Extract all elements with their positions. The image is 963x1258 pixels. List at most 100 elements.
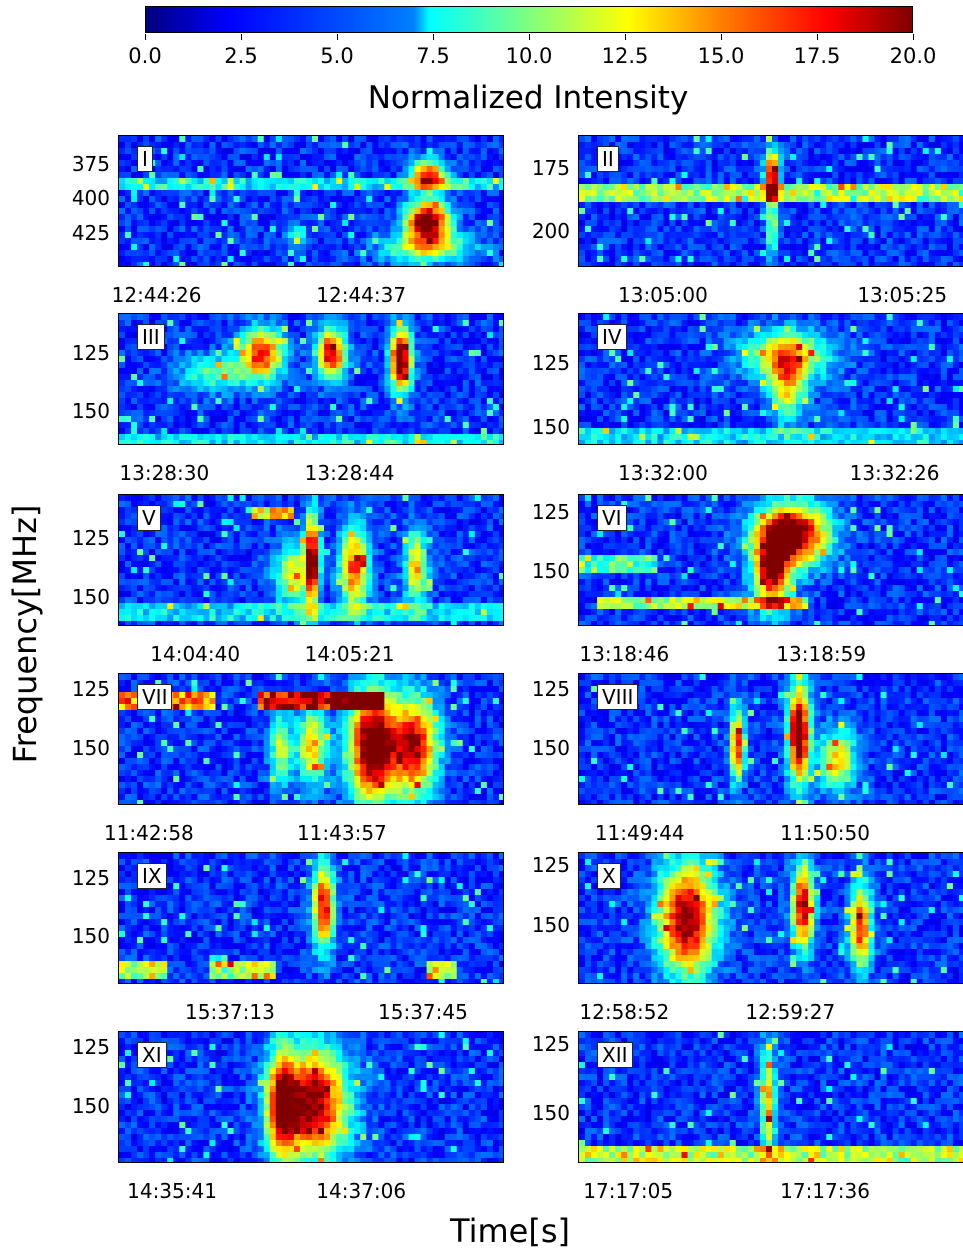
colorbar-tick-label: 5.0 bbox=[320, 44, 354, 68]
colorbar bbox=[145, 6, 913, 33]
colorbar-label: Normalized Intensity bbox=[367, 80, 689, 116]
spectrogram-image bbox=[119, 853, 503, 983]
y-tick-label: 125 bbox=[71, 1034, 110, 1059]
y-tick-label: 125 bbox=[71, 525, 110, 550]
y-tick-label: 150 bbox=[71, 736, 110, 761]
panel-label: VII bbox=[137, 684, 173, 710]
spectrogram-image bbox=[579, 674, 963, 804]
panel-label: X bbox=[597, 863, 621, 889]
panel-label: IV bbox=[597, 324, 627, 350]
spectrogram-panel-i: I bbox=[118, 135, 504, 267]
spectrogram-panel-xi: XI bbox=[118, 1031, 504, 1163]
panel-label: XII bbox=[597, 1042, 633, 1068]
x-tick-label: 11:50:50 bbox=[780, 821, 870, 845]
spectrogram-image bbox=[579, 1032, 963, 1162]
panel-label: XI bbox=[137, 1042, 167, 1068]
colorbar-tick-label: 12.5 bbox=[601, 44, 649, 68]
y-tick-label: 150 bbox=[531, 414, 570, 439]
colorbar-tick-label: 0.0 bbox=[128, 44, 162, 68]
panel-label: VI bbox=[597, 505, 627, 531]
colorbar-tick-label: 17.5 bbox=[793, 44, 841, 68]
y-tick-label: 125 bbox=[71, 676, 110, 701]
y-tick-label: 175 bbox=[531, 156, 570, 180]
colorbar-tick-mark bbox=[817, 34, 818, 40]
x-tick-label: 13:18:46 bbox=[579, 642, 670, 666]
y-tick-label: 150 bbox=[531, 558, 570, 583]
y-tick-label: 150 bbox=[71, 398, 110, 423]
x-axis-label: Time[s] bbox=[450, 1212, 570, 1250]
colorbar-tick-label: 7.5 bbox=[416, 44, 450, 68]
y-tick-label: 375 bbox=[71, 152, 110, 177]
spectrogram-image bbox=[579, 853, 963, 983]
spectrogram-panel-vii: VII bbox=[118, 673, 504, 805]
x-tick-label: 13:32:00 bbox=[617, 461, 708, 485]
spectrogram-image bbox=[119, 495, 503, 625]
y-tick-label: 125 bbox=[71, 340, 110, 365]
y-tick-label: 125 bbox=[71, 866, 110, 891]
spectrogram-panel-viii: VIII bbox=[578, 673, 963, 805]
spectrogram-panel-v: V bbox=[118, 494, 504, 626]
spectrogram-image bbox=[579, 314, 963, 444]
spectrogram-panel-x: X bbox=[578, 852, 963, 984]
y-tick-label: 150 bbox=[531, 736, 570, 761]
x-tick-label: 11:49:44 bbox=[594, 821, 685, 845]
panel-label: IX bbox=[137, 863, 167, 889]
y-tick-label: 125 bbox=[531, 351, 570, 376]
spectrogram-panel-ix: IX bbox=[118, 852, 504, 984]
colorbar-tick-mark bbox=[145, 34, 146, 40]
colorbar-tick-label: 2.5 bbox=[224, 44, 258, 68]
x-tick-label: 12:44:26 bbox=[111, 283, 202, 307]
y-tick-label: 400 bbox=[71, 186, 110, 211]
x-tick-label: 14:05:21 bbox=[304, 642, 395, 666]
x-tick-label: 15:37:45 bbox=[378, 1000, 468, 1024]
spectrogram-image bbox=[119, 136, 503, 266]
colorbar-tick-label: 20.0 bbox=[889, 44, 937, 68]
colorbar-tick-mark bbox=[433, 34, 434, 40]
x-tick-label: 17:17:36 bbox=[780, 1179, 870, 1203]
y-tick-label: 125 bbox=[531, 1032, 570, 1057]
y-tick-label: 125 bbox=[531, 500, 570, 525]
x-tick-label: 14:37:06 bbox=[316, 1179, 407, 1203]
x-tick-label: 12:44:37 bbox=[316, 283, 407, 307]
x-tick-label: 17:17:05 bbox=[583, 1179, 674, 1203]
panel-label: I bbox=[137, 146, 153, 172]
spectrogram-panel-xii: XII bbox=[578, 1031, 963, 1163]
spectrogram-image bbox=[579, 136, 963, 266]
spectrogram-image bbox=[579, 495, 963, 625]
x-tick-label: 13:18:59 bbox=[776, 642, 867, 666]
spectrogram-panel-ii: II bbox=[578, 135, 963, 267]
x-tick-label: 11:43:57 bbox=[296, 821, 387, 845]
x-tick-label: 13:32:26 bbox=[849, 461, 940, 485]
x-tick-label: 14:04:40 bbox=[150, 642, 241, 666]
colorbar-tick-mark bbox=[913, 34, 914, 40]
x-tick-label: 13:05:00 bbox=[617, 283, 708, 307]
y-tick-label: 125 bbox=[531, 853, 570, 878]
colorbar-tick-mark bbox=[721, 34, 722, 40]
colorbar-tick-mark bbox=[529, 34, 530, 40]
spectrogram-panel-iv: IV bbox=[578, 313, 963, 445]
x-tick-label: 15:37:13 bbox=[185, 1000, 275, 1024]
y-tick-label: 150 bbox=[71, 1094, 110, 1119]
x-tick-label: 12:59:27 bbox=[745, 1000, 836, 1024]
panel-label: VIII bbox=[597, 684, 639, 710]
colorbar-tick-mark bbox=[625, 34, 626, 40]
y-tick-label: 125 bbox=[531, 676, 570, 701]
y-tick-label: 150 bbox=[531, 1100, 570, 1125]
x-tick-label: 11:42:58 bbox=[103, 821, 194, 845]
y-axis-label: Frequency[MHz] bbox=[6, 504, 44, 764]
spectrogram-panel-iii: III bbox=[118, 313, 504, 445]
spectrogram-image bbox=[119, 314, 503, 444]
spectrogram-panel-vi: VI bbox=[578, 494, 963, 626]
panel-label: III bbox=[137, 324, 165, 350]
spectrogram-image bbox=[119, 1032, 503, 1162]
x-tick-label: 13:05:25 bbox=[857, 283, 948, 307]
x-tick-label: 13:28:44 bbox=[304, 461, 395, 485]
x-tick-label: 12:58:52 bbox=[579, 1000, 670, 1024]
y-tick-label: 150 bbox=[71, 584, 110, 609]
x-tick-label: 13:28:30 bbox=[119, 461, 210, 485]
panel-label: V bbox=[137, 505, 161, 531]
colorbar-tick-label: 15.0 bbox=[697, 44, 745, 68]
spectrogram-image bbox=[119, 674, 503, 804]
y-tick-label: 150 bbox=[531, 912, 570, 937]
colorbar-tick-label: 10.0 bbox=[505, 44, 553, 68]
